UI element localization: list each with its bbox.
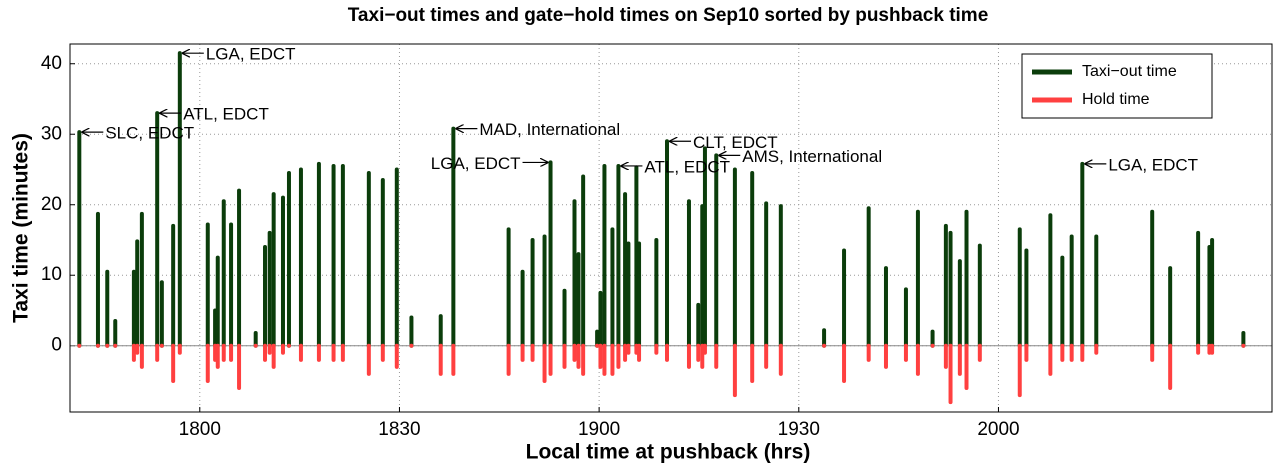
annotation: LGA, EDCT [431, 154, 521, 173]
x-tick-label: 1830 [378, 419, 420, 440]
x-tick-label: 1930 [778, 419, 820, 440]
annotation: MAD, International [479, 120, 620, 139]
annotation: LGA, EDCT [1108, 155, 1198, 174]
x-tick-label: 2000 [977, 419, 1019, 440]
x-tick-label: 1800 [179, 419, 221, 440]
y-tick-label: 20 [41, 194, 62, 215]
chart-title: Taxi−out times and gate−hold times on Se… [348, 5, 989, 26]
y-tick-label: 30 [41, 123, 62, 144]
annotation: SLC, EDCT [105, 124, 194, 143]
annotation: LGA, EDCT [206, 45, 296, 64]
y-tick-label: 0 [51, 335, 62, 356]
legend-box [1021, 53, 1213, 119]
legend-label: Hold time [1082, 91, 1150, 108]
legend-label: Taxi−out time [1082, 63, 1177, 80]
annotation: ATL, EDCT [644, 157, 730, 176]
plot-frame [69, 43, 1273, 413]
y-tick-label: 10 [41, 264, 62, 285]
x-tick-label: 1900 [578, 419, 620, 440]
annotation: AMS, International [742, 147, 882, 166]
y-axis-label: Taxi time (minutes) [10, 133, 33, 323]
y-tick-label: 40 [41, 53, 62, 74]
annotation: CLT, EDCT [693, 133, 778, 152]
annotation: ATL, EDCT [183, 105, 269, 124]
x-axis-label: Local time at pushback (hrs) [526, 441, 811, 464]
